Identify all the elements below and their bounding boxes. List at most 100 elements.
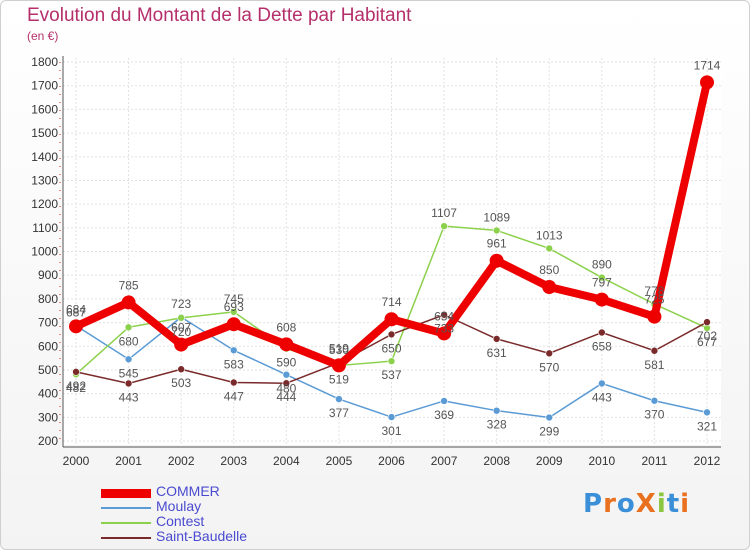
y-tick-label: 1300 — [31, 173, 58, 187]
data-label-moulay: 321 — [697, 419, 717, 433]
logo-letter: P — [583, 489, 604, 519]
x-tick-label: 2006 — [378, 454, 405, 468]
data-point-commer — [700, 75, 714, 90]
y-tick-label: 600 — [38, 339, 58, 353]
data-point-contest — [598, 273, 606, 282]
data-label-moulay: 299 — [539, 425, 559, 439]
data-label-saint-baudelle: 581 — [644, 358, 664, 372]
y-tick-label: 500 — [38, 363, 58, 377]
data-label-commer: 797 — [592, 276, 612, 290]
data-point-saint-baudelle — [492, 335, 501, 343]
legend-swatch-moulay — [101, 507, 151, 509]
chart-title: Evolution du Montant de la Dette par Hab… — [27, 5, 412, 26]
x-tick-label: 2000 — [63, 454, 90, 468]
data-point-saint-baudelle — [229, 378, 238, 387]
logo-letter: X — [635, 489, 657, 519]
y-tick-label: 900 — [38, 268, 58, 282]
x-tick-label: 2012 — [694, 454, 721, 468]
y-tick-label: 300 — [38, 410, 58, 424]
data-label-contest: 1013 — [536, 228, 563, 242]
y-tick-label: 1100 — [32, 221, 58, 235]
data-label-saint-baudelle: 492 — [66, 379, 86, 393]
data-label-moulay: 687 — [66, 306, 86, 320]
data-point-commer — [647, 309, 662, 324]
y-tick-label: 1200 — [31, 197, 58, 211]
data-label-contest: 537 — [381, 368, 401, 382]
data-label-commer: 714 — [381, 295, 401, 309]
data-label-saint-baudelle: 503 — [171, 376, 191, 390]
x-tick-label: 2005 — [326, 454, 353, 468]
data-label-commer: 850 — [539, 263, 559, 277]
data-point-saint-baudelle — [282, 379, 291, 388]
data-label-contest: 482 — [66, 381, 86, 395]
x-tick-label: 2010 — [588, 454, 615, 468]
x-tick-label: 2004 — [273, 454, 300, 468]
data-label-saint-baudelle: 530 — [329, 343, 349, 357]
y-tick-label: 1400 — [31, 150, 58, 164]
data-point-commer — [331, 358, 346, 373]
data-point-moulay — [387, 413, 396, 421]
data-point-contest — [124, 323, 133, 332]
logo-letter: i — [680, 489, 691, 519]
data-point-commer — [437, 326, 452, 341]
data-label-commer: 961 — [487, 237, 507, 251]
data-label-saint-baudelle: 733 — [434, 322, 454, 336]
data-label-commer: 693 — [224, 300, 244, 314]
legend-label-contest: Contest — [156, 513, 205, 529]
data-point-moulay — [124, 355, 133, 364]
data-label-contest: 519 — [329, 372, 349, 386]
data-point-moulay — [335, 395, 343, 403]
data-point-commer — [174, 337, 189, 352]
data-point-saint-baudelle — [440, 310, 448, 319]
data-label-saint-baudelle: 650 — [381, 341, 401, 355]
x-tick-label: 2003 — [220, 454, 247, 468]
data-label-saint-baudelle: 658 — [592, 340, 612, 354]
data-point-moulay — [598, 379, 606, 388]
data-point-moulay — [229, 346, 238, 355]
data-point-saint-baudelle — [703, 318, 711, 326]
data-label-moulay: 369 — [434, 408, 454, 422]
data-label-contest: 590 — [276, 356, 296, 370]
data-label-contest: 890 — [592, 258, 612, 272]
data-point-commer — [489, 253, 504, 268]
data-label-saint-baudelle: 570 — [539, 360, 559, 374]
data-label-commer: 1714 — [694, 58, 721, 72]
data-label-commer: 684 — [66, 302, 86, 316]
legend-label-moulay: Moulay — [156, 498, 202, 514]
logo-letter: t — [666, 489, 681, 519]
data-label-commer: 654 — [434, 309, 454, 323]
data-label-contest: 677 — [697, 335, 717, 349]
y-tick-label: 200 — [38, 434, 58, 448]
data-point-saint-baudelle — [177, 365, 185, 374]
data-label-moulay: 480 — [276, 382, 296, 396]
x-tick-label: 2007 — [431, 454, 458, 468]
data-label-moulay: 443 — [592, 390, 612, 404]
data-label-saint-baudelle: 702 — [697, 329, 717, 343]
data-point-moulay — [282, 370, 291, 379]
data-point-saint-baudelle — [650, 346, 659, 355]
data-point-commer — [279, 337, 294, 352]
data-label-commer: 607 — [171, 321, 191, 335]
data-point-saint-baudelle — [124, 379, 133, 388]
data-label-moulay: 545 — [119, 366, 139, 380]
data-point-commer — [121, 295, 136, 310]
data-label-commer: 785 — [119, 278, 139, 292]
data-label-moulay: 377 — [329, 406, 349, 420]
data-label-commer: 608 — [276, 320, 296, 334]
data-label-moulay: 301 — [381, 424, 401, 438]
data-point-moulay — [492, 406, 501, 415]
data-point-moulay — [545, 413, 554, 422]
x-tick-label: 2009 — [536, 454, 563, 468]
data-point-commer — [226, 317, 241, 332]
legend-swatch-saint-baudelle — [101, 537, 151, 539]
data-label-moulay: 328 — [487, 418, 507, 432]
data-point-commer — [384, 312, 399, 327]
data-point-contest — [177, 314, 185, 322]
y-tick-label: 1600 — [31, 102, 58, 116]
data-point-contest — [545, 244, 554, 253]
data-label-saint-baudelle: 447 — [224, 389, 244, 403]
data-point-saint-baudelle — [387, 330, 396, 339]
data-label-saint-baudelle: 443 — [119, 390, 139, 404]
data-label-contest: 1107 — [431, 206, 457, 220]
